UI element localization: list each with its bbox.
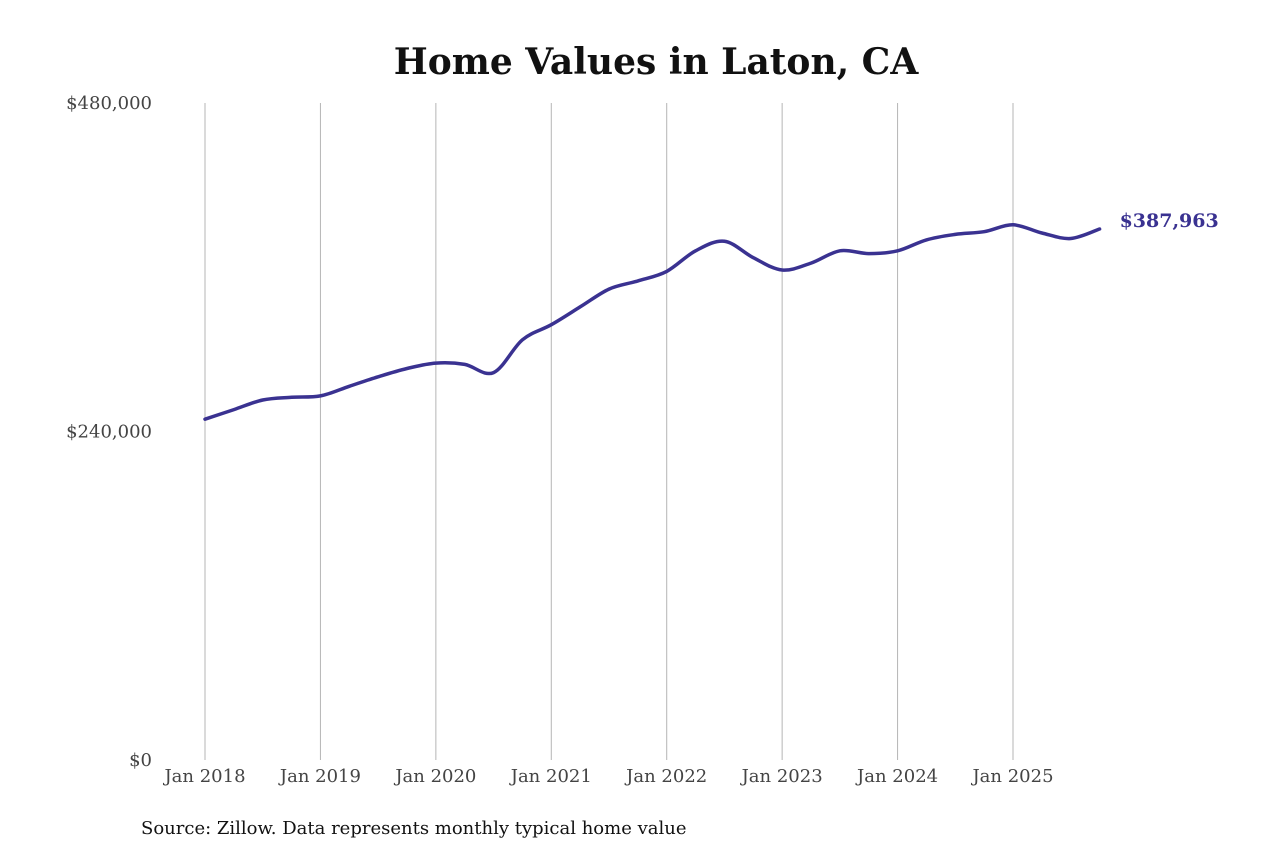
x-tick-label: Jan 2023	[740, 766, 823, 787]
chart-title: Home Values in Laton, CA	[394, 41, 920, 83]
x-tick-label: Jan 2022	[624, 766, 707, 787]
x-axis-ticks: Jan 2018 Jan 2019 Jan 2020 Jan 2021 Jan 2022…	[162, 766, 1053, 787]
vertical-gridlines	[204, 103, 1014, 760]
x-tick-label: Jan 2021	[509, 766, 592, 787]
y-axis-ticks: $0 $240,000 $480,000	[66, 93, 152, 771]
y-tick-label: $240,000	[66, 422, 152, 443]
series-layer	[203, 223, 1102, 421]
series-line-0	[203, 223, 1102, 421]
end-value-label: $387,963	[1120, 210, 1219, 232]
x-tick-label: Jan 2025	[970, 766, 1053, 787]
x-tick-label: Jan 2024	[855, 766, 938, 787]
x-tick-label: Jan 2019	[278, 766, 361, 787]
y-tick-label: $480,000	[66, 93, 152, 114]
x-tick-label: Jan 2020	[393, 766, 476, 787]
y-tick-label: $0	[129, 750, 152, 771]
source-note: Source: Zillow. Data represents monthly …	[141, 818, 687, 839]
x-tick-label: Jan 2018	[162, 766, 245, 787]
